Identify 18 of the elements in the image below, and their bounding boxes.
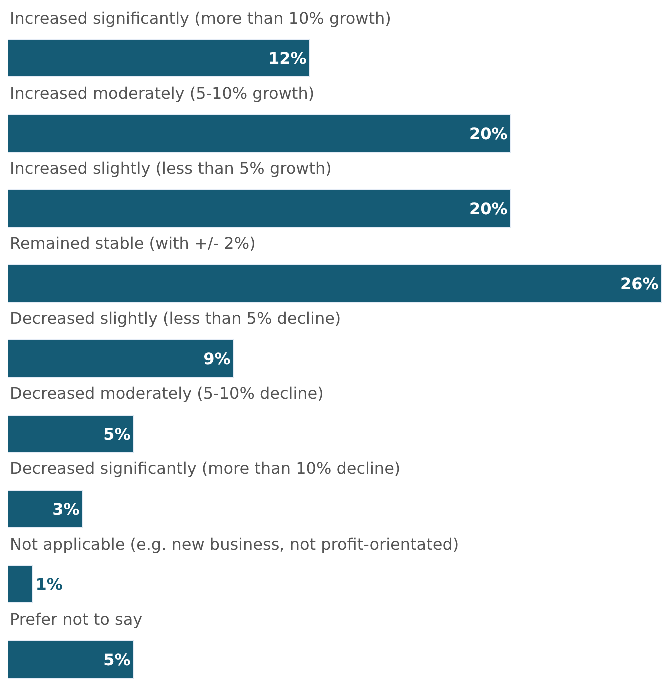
y-tick-label: Remained stable (with +/- 2%) <box>10 234 256 253</box>
data-label: 20% <box>469 199 508 218</box>
data-label: 1% <box>36 574 63 594</box>
y-tick-label: Decreased significantly (more than 10% decline) <box>10 459 401 478</box>
data-label: 5% <box>104 424 131 444</box>
y-tick-label: Increased moderately (5-10% growth) <box>10 84 315 103</box>
y-tick-label: Increased significantly (more than 10% growth) <box>10 9 392 28</box>
data-label: 5% <box>104 650 131 670</box>
data-label: 12% <box>268 48 307 68</box>
y-tick-label: Decreased moderately (5-10% decline) <box>10 384 324 403</box>
y-tick-label: Prefer not to say <box>10 610 143 629</box>
y-tick-label: Increased slightly (less than 5% growth) <box>10 159 332 178</box>
data-label: 26% <box>620 274 659 294</box>
y-tick-label: Not applicable (e.g. new business, not profit-orientated) <box>10 535 460 554</box>
y-tick-label: Decreased slightly (less than 5% decline) <box>10 309 342 328</box>
data-label: 20% <box>469 124 508 144</box>
data-label: 9% <box>204 349 231 368</box>
data-label: 3% <box>52 500 80 519</box>
